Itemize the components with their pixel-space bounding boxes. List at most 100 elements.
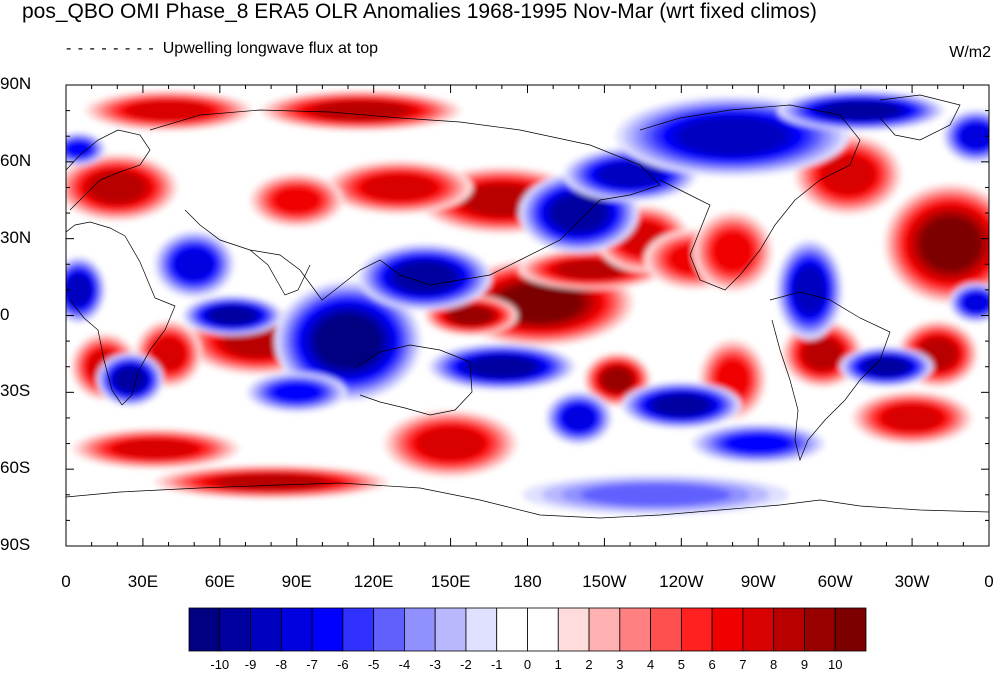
lat-label: 30S [0,381,31,401]
colorbar-swatch [834,607,867,652]
colorbar-swatch [280,607,313,652]
coastline-greenland [879,94,961,141]
lat-label: 60N [0,150,32,170]
anomaly-feature-40-band-7 [963,293,989,313]
lat-label: 90N [0,74,32,93]
colorbar-label: -3 [429,657,441,672]
lat-label: 90S [0,535,31,554]
colorbar-label: 6 [708,657,716,672]
map-area [66,85,989,546]
colorbar-swatch [311,607,344,652]
colorbar-swatch [188,607,221,652]
anomaly-feature-27-band-9 [394,262,455,293]
anomaly-feature-6-band-10 [921,217,980,271]
colorbar-label: -6 [337,657,349,672]
anomaly-feature-44-band-6 [725,433,792,454]
anomaly-feature-8-band-8 [89,172,145,203]
colorbar-swatch [588,607,621,652]
lat-label: 60S [0,458,31,478]
coastline-antarctica [66,482,989,519]
anomaly-feature-21-band-7 [883,405,941,431]
coastline-asia [149,109,661,301]
anomaly-feature-30-band-8 [599,162,661,187]
colorbar-swatch [250,607,282,652]
coastlines [66,94,989,519]
colorbar-label: -10 [210,657,230,672]
lon-label: 30E [127,572,159,591]
lon-label: 60E [204,572,235,591]
colorbar-swatch [619,607,651,652]
lon-label: 120W [659,572,704,591]
colorbar-swatch [496,607,528,652]
lon-label: 120E [353,572,394,591]
dashed-line-legend: - - - - - - - - [66,40,155,57]
axis-ticks [65,84,990,547]
anomaly-feature-36-band-8 [794,266,825,313]
anomaly-feature-23-band-7 [115,439,196,459]
anomaly-feature-12-band-7 [364,174,435,201]
lat-label: 30N [0,227,32,247]
lat-label: 0 [0,304,10,324]
coastline-europe [66,129,151,211]
colorbar-label: 5 [677,657,685,672]
anomaly-feature-42-band-7 [960,123,989,149]
anomaly-feature-37-band-9 [865,357,908,376]
lon-label: 150E [430,572,471,591]
colorbar-label: 3 [616,657,624,672]
colorbar-label: -2 [460,657,472,672]
colorbar-swatch [373,607,405,652]
anomaly-feature-25-band-10 [315,314,381,368]
anomaly-feature-0-band-10 [499,283,582,322]
colorbar-label: 9 [800,657,809,672]
colorbar-swatch [342,607,375,652]
anomaly-feature-41-band-6 [271,382,322,403]
anomaly-feature-2-band-8 [557,260,626,279]
colorbar-swatch [711,607,744,652]
anomaly-feature-34-band-8 [66,274,92,306]
anomaly-feature-7-band-7 [822,155,874,194]
colorbar-swatch [557,607,590,652]
colorbar-swatch [804,607,836,652]
anomaly-feature-18-band-9 [602,367,633,392]
colorbar-swatch [650,607,682,652]
plot-title: pos_QBO OMI Phase_8 ERA5 OLR Anomalies 1… [22,0,817,23]
colorbar-label: 7 [739,657,747,672]
colorbar [188,607,867,652]
colorbar-swatch [773,607,805,652]
anomaly-feature-28-band-9 [468,356,535,378]
colorbar-label: -8 [275,657,288,672]
colorbar-label: 0 [523,657,532,672]
anomaly-feature-26-band-9 [210,306,256,325]
colorbar-swatch [465,607,498,652]
lon-label: 0 [984,572,994,591]
lon-label: 180 [513,572,542,591]
anomaly-feature-45-band-4 [580,483,731,507]
lon-label: 0 [61,572,71,591]
coastline-india [249,249,311,296]
anomaly-feature-22-band-8 [217,474,325,490]
subtitle-text: Upwelling longwave flux at top [162,40,378,57]
lon-label: 90W [740,572,776,591]
anomaly-feature-9-band-8 [314,101,407,120]
anomaly-feature-5-band-6 [712,231,753,272]
colorbar-label: -5 [367,657,380,672]
anomaly-feature-35-band-7 [175,248,214,281]
anomaly-feature-43-band-6 [66,140,93,158]
colorbar-swatch [404,607,436,652]
colorbar-swatch [434,607,467,652]
anomaly-feature-10-band-7 [128,101,209,121]
units-label: W/m2 [949,44,991,61]
colorbar-swatch [527,607,559,652]
anomaly-feature-38-band-9 [654,394,709,416]
lon-label: 30W [894,572,930,591]
colorbar-label: -7 [306,657,318,672]
anomaly-feature-39-band-7 [562,405,595,431]
anomaly-feature-15-band-7 [152,338,185,370]
anomaly-feature-32-band-9 [823,101,899,120]
anomaly-feature-29-band-9 [551,195,606,232]
colorbar-label: -1 [490,657,503,672]
anomaly-feature-31-band-8 [678,117,787,155]
colorbar-label: 10 [827,657,843,672]
lon-label: 150W [582,572,627,591]
